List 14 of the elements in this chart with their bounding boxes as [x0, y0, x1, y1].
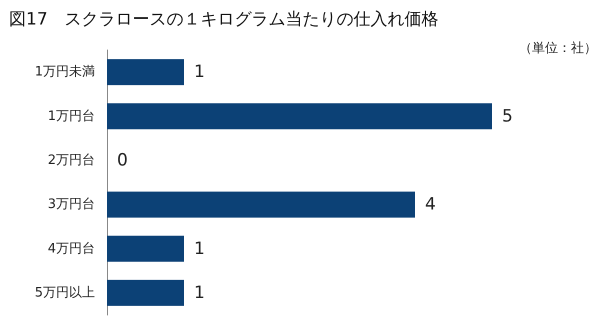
data-label: 1 [194, 282, 205, 303]
data-label: 1 [194, 62, 205, 82]
y-tick-label: 5万円以上 [34, 285, 95, 300]
data-label: 4 [425, 194, 436, 215]
y-tick-label: 1万円台 [48, 108, 95, 124]
y-tick-label: 1万円未満 [34, 64, 95, 80]
chart-title: 図17 スクラロースの１キログラム当たりの仕入れ価格 [9, 10, 439, 30]
y-tick-label: 2万円台 [48, 152, 95, 168]
text: （単位：社） [519, 41, 597, 56]
y-tick-label: 4万円台 [48, 241, 95, 256]
y-tick-label: 3万円台 [48, 197, 95, 212]
data-label: 0 [117, 150, 128, 170]
data-label: 5 [502, 106, 513, 126]
data-label: 1 [194, 238, 205, 259]
